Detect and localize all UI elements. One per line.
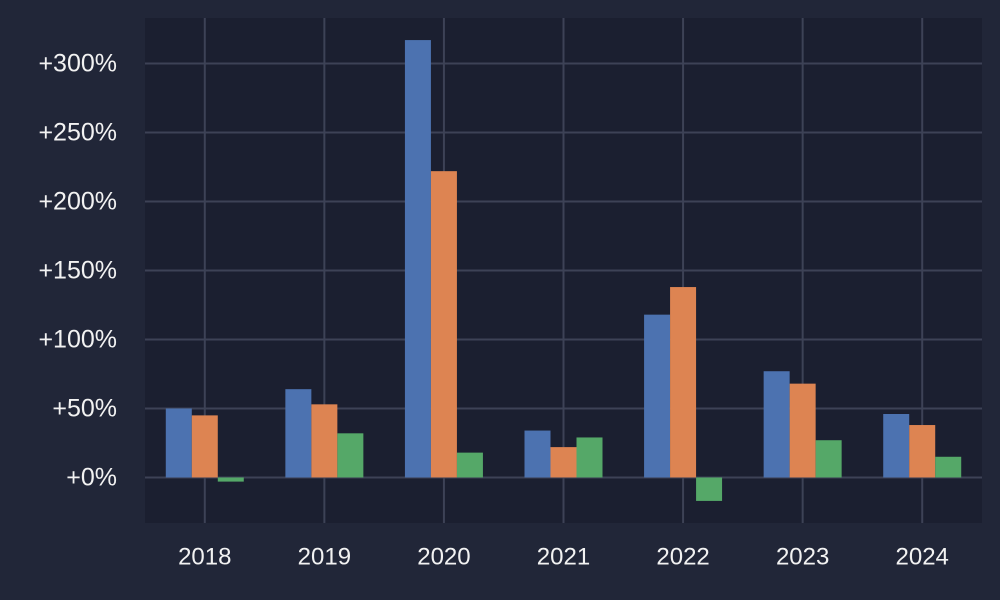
bar-series-1-2022 <box>644 314 671 478</box>
y-tick-label: +0% <box>66 463 117 491</box>
y-tick-label: +250% <box>38 119 117 147</box>
x-tick-label-2022: 2022 <box>656 544 709 571</box>
x-axis-ticks: 2018 2019 2020 2021 2022 2023 2024 <box>178 544 949 571</box>
bar-series-3-2018 <box>217 477 244 482</box>
x-tick-label-2024: 2024 <box>896 544 949 571</box>
bar-series-2-2018 <box>191 415 218 478</box>
y-tick-label: +200% <box>38 188 117 216</box>
y-tick-label: +50% <box>52 394 117 422</box>
bar-series-1-2019 <box>285 389 312 478</box>
bar-series-2-2022 <box>670 287 697 478</box>
bar-series-3-2021 <box>576 437 603 478</box>
x-tick-label-2023: 2023 <box>776 544 829 571</box>
y-tick-label: +100% <box>38 325 117 353</box>
bar-series-2-2020 <box>430 171 457 478</box>
y-tick-label: +300% <box>38 50 117 78</box>
bar-series-1-2024 <box>883 413 910 478</box>
bar-series-3-2023 <box>815 440 842 478</box>
bar-series-1-2018 <box>165 408 192 478</box>
bar-series-2-2023 <box>789 383 816 478</box>
bar-series-1-2021 <box>524 430 551 478</box>
y-axis-ticks: +0% +50% +100% +150% +200% +250% +300% <box>38 50 117 492</box>
bar-series-3-2022 <box>696 477 723 501</box>
x-tick-label-2021: 2021 <box>537 544 590 571</box>
x-tick-label-2020: 2020 <box>417 544 470 571</box>
bar-series-2-2019 <box>311 404 338 478</box>
bar-series-3-2020 <box>456 452 483 478</box>
bar-series-1-2020 <box>404 40 431 478</box>
bar-series-3-2024 <box>935 456 962 478</box>
bar-series-2-2024 <box>909 425 936 478</box>
y-tick-label: +150% <box>38 257 117 285</box>
x-tick-label-2019: 2019 <box>298 544 351 571</box>
x-tick-label-2018: 2018 <box>178 544 231 571</box>
bar-series-2-2021 <box>550 447 577 478</box>
bar-series-3-2019 <box>337 433 364 478</box>
bar-series-1-2023 <box>763 371 790 478</box>
bars <box>165 40 962 501</box>
